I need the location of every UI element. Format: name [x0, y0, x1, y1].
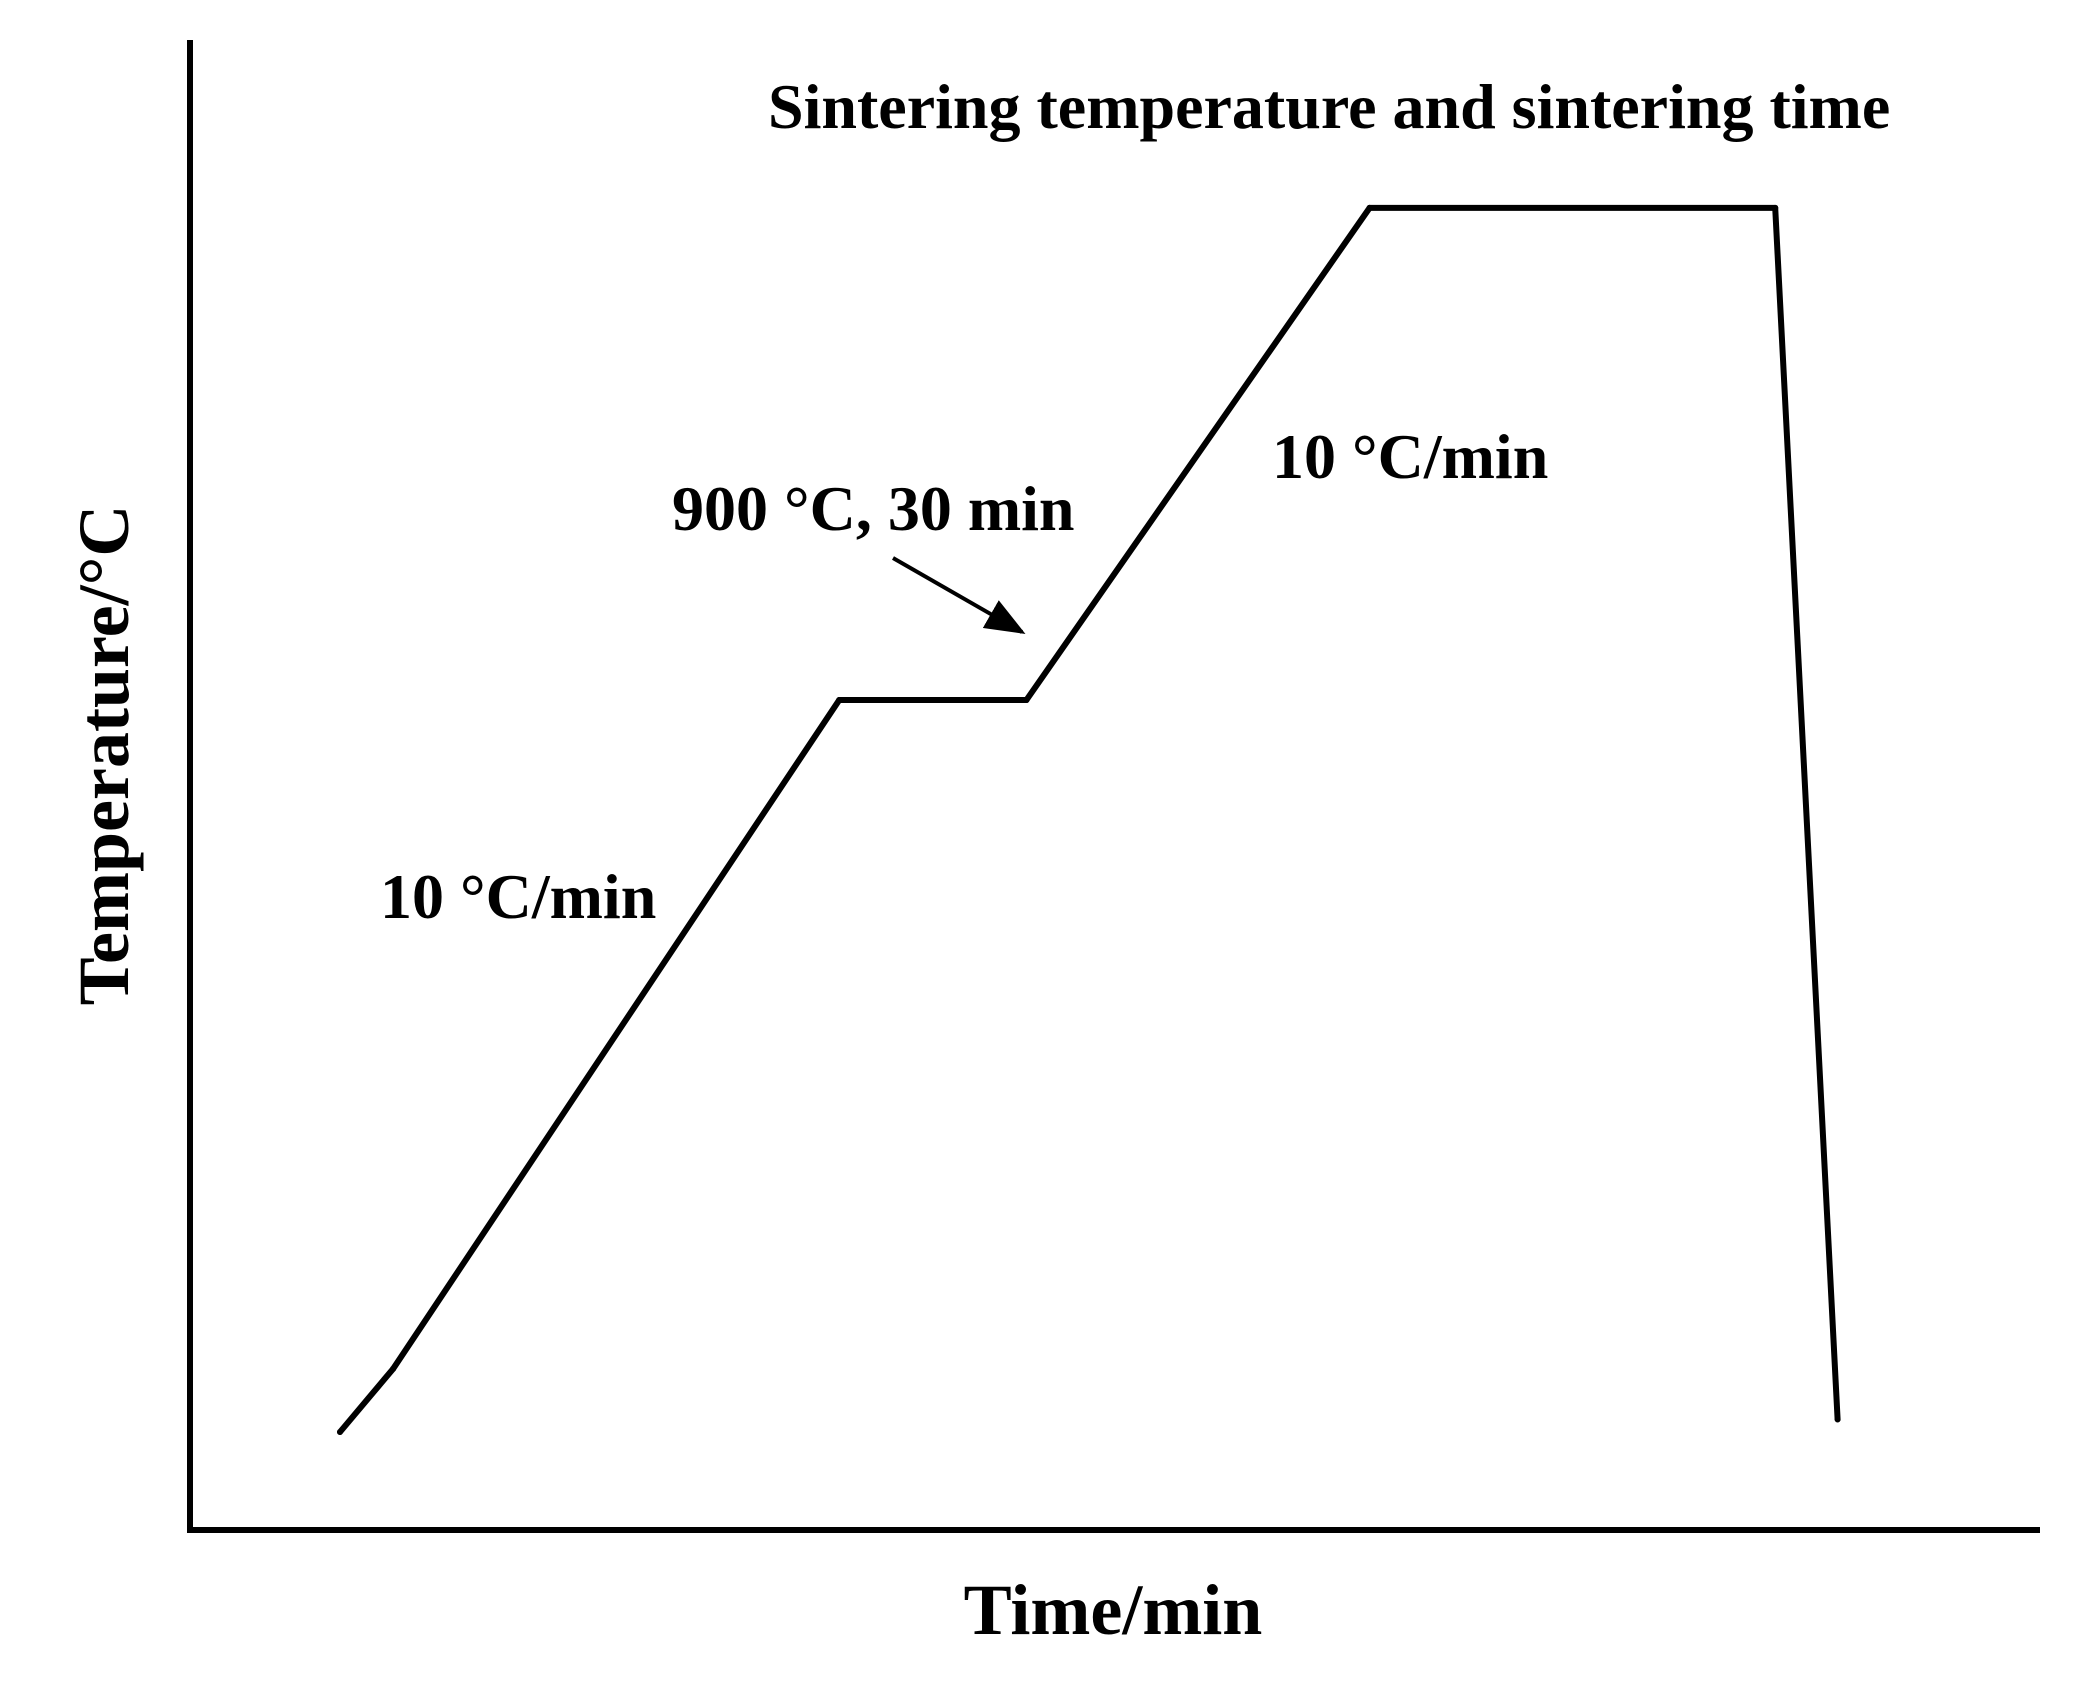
series-segment-1 — [337, 1365, 397, 1435]
series-segment-4 — [1023, 204, 1373, 704]
series-point-6 — [1772, 204, 1779, 211]
ramp1-annotation: 10 °C/min — [380, 861, 656, 932]
series-point-5 — [1366, 204, 1373, 211]
series-point-3 — [836, 697, 843, 704]
series-segment-2 — [390, 697, 843, 1372]
series-point-7 — [1834, 1416, 1841, 1423]
y-axis-label: Temperature/°C — [64, 505, 144, 1006]
series-point-2 — [390, 1365, 397, 1372]
hold-annotation-arrow — [892, 556, 1026, 634]
hold-annotation: 900 °C, 30 min — [672, 473, 1075, 544]
x-axis-label: Time/min — [964, 1570, 1263, 1650]
peak-annotation: Sintering temperature and sintering time — [768, 71, 1890, 142]
series-layer — [337, 204, 1841, 1435]
series-segment-6 — [1772, 204, 1841, 1423]
series-point-4 — [1023, 697, 1030, 704]
ramp2-annotation: 10 °C/min — [1272, 421, 1548, 492]
series-point-1 — [337, 1429, 343, 1435]
